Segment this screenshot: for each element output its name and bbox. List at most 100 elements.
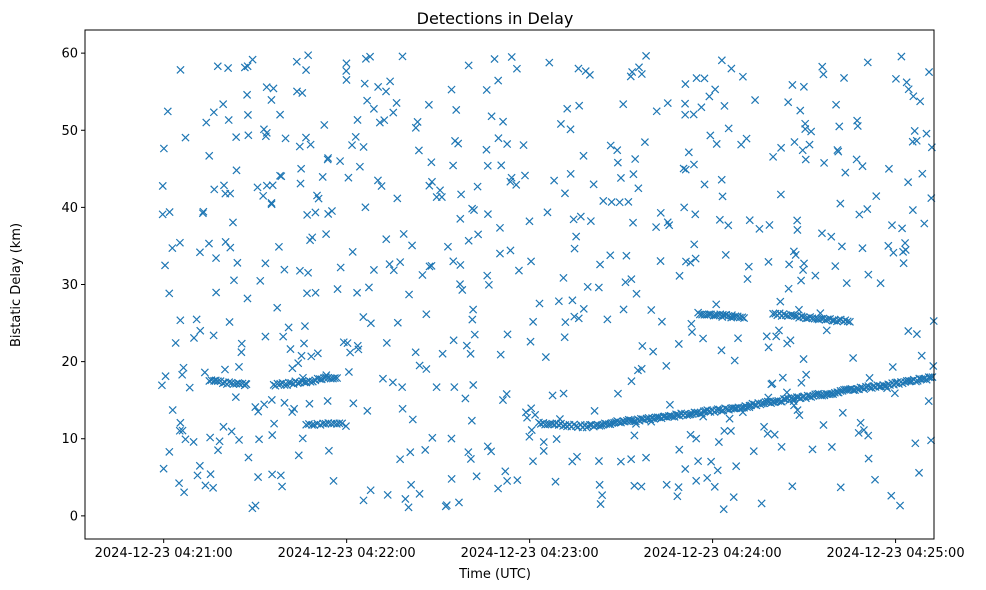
data-point [630,481,639,490]
data-point [714,438,723,447]
data-point [469,206,479,215]
data-point [626,72,635,81]
data-point [232,379,241,388]
data-point [267,395,276,404]
data-point [427,177,436,186]
data-point [346,348,355,357]
data-point [219,181,229,190]
x-tick-label: 2024-12-23 04:22:00 [278,546,416,561]
data-point [726,426,735,435]
data-point [393,318,402,327]
data-point [366,52,375,61]
data-point [473,182,482,191]
data-point [807,392,816,401]
data-point [361,54,370,63]
data-point [528,457,538,466]
data-point [799,82,808,91]
data-point [428,433,437,442]
data-point [691,254,700,263]
data-point [647,305,656,315]
data-point [872,192,881,201]
data-point [795,411,804,420]
data-point [393,194,402,203]
data-point [321,419,330,428]
data-point [841,168,850,177]
data-point [574,64,583,73]
data-point [449,161,458,170]
data-point [527,257,536,266]
data-point [353,341,362,350]
data-point [730,356,739,365]
data-point [243,62,252,71]
data-point [681,80,690,89]
data-point [822,326,831,335]
data-point [374,82,383,91]
y-tick-label: 50 [61,124,78,139]
y-tick-label: 20 [61,355,78,370]
data-point [732,462,741,471]
data-point [418,270,427,280]
data-point [852,155,861,164]
data-point [649,347,658,356]
data-point [405,290,414,299]
scatter-marks [157,51,938,514]
data-point [490,54,499,64]
data-point [198,209,207,218]
data-point [681,110,690,119]
data-point [694,457,703,466]
data-point [348,247,357,256]
data-point [243,90,252,99]
data-point [585,70,594,79]
data-point [181,435,190,444]
data-point [891,74,900,83]
data-point [721,250,730,259]
data-point [929,361,938,371]
data-point [296,179,305,188]
data-point [447,474,456,483]
data-point [353,115,362,124]
data-point [901,238,910,248]
data-point [185,383,194,392]
data-point [512,64,521,73]
data-point [717,175,726,184]
data-point [559,389,568,398]
data-point [302,66,311,75]
data-point [219,100,228,109]
data-point [560,333,569,342]
data-point [842,279,851,288]
data-point [686,430,695,439]
data-point [470,330,479,339]
data-point [845,317,854,326]
data-point [175,426,184,435]
data-point [712,139,721,148]
data-point [288,364,297,373]
data-point [298,373,307,382]
data-point [373,176,382,185]
data-point [398,383,407,392]
data-point [790,137,799,147]
data-point [462,341,471,350]
data-point [575,101,584,110]
data-point [681,464,690,474]
data-point [662,361,671,370]
data-point [760,422,769,431]
data-point [634,184,643,193]
data-point [159,144,168,153]
data-point [324,209,333,218]
data-point [244,131,253,140]
data-point [421,445,430,454]
data-point [364,283,373,292]
data-point [920,219,929,228]
data-point [908,206,917,215]
data-point [706,131,715,140]
data-point [189,437,198,446]
data-point [769,309,778,318]
data-point [240,63,249,72]
data-point [800,259,809,268]
data-point [642,51,651,60]
data-point [286,345,295,354]
data-point [219,422,228,431]
data-point [281,134,290,143]
data-point [280,398,289,407]
data-point [796,106,805,115]
